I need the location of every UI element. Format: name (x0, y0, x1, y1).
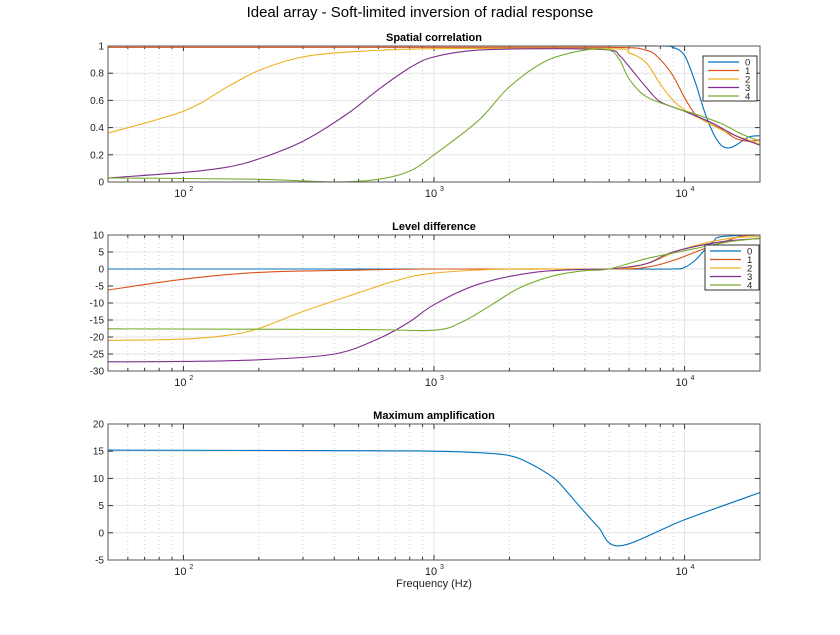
y-tick-label: 10 (93, 474, 105, 485)
series-line-4 (108, 48, 760, 183)
x-tick-label: 10 (675, 566, 687, 578)
x-tick-label: 10 (675, 188, 687, 200)
legend-label: 0 (745, 58, 750, 69)
x-tick-label-exponent: 4 (691, 375, 695, 382)
x-tick-label: 10 (425, 566, 437, 578)
subplot-title: Level difference (392, 221, 476, 233)
y-tick-label: 5 (98, 248, 104, 259)
legend-label: 3 (747, 272, 752, 283)
y-tick-label: 0.6 (90, 96, 104, 107)
y-tick-label: -30 (90, 367, 105, 378)
x-tick-label: 10 (675, 377, 687, 389)
legend-label: 2 (745, 75, 750, 86)
legend-label: 4 (745, 92, 750, 103)
legend-label: 1 (745, 66, 750, 77)
x-tick-label-exponent: 2 (189, 564, 193, 571)
legend-label: 0 (747, 247, 752, 258)
legend-label: 3 (745, 83, 750, 94)
x-tick-label-exponent: 2 (189, 375, 193, 382)
x-tick-label-exponent: 2 (189, 186, 193, 193)
axes-box (107, 234, 761, 372)
y-tick-label: -5 (95, 556, 104, 567)
y-tick-label: -20 (90, 333, 105, 344)
x-tick-label: 10 (174, 566, 186, 578)
y-tick-label: -5 (95, 282, 104, 293)
axes-box (107, 423, 761, 561)
legend-label: 2 (747, 264, 752, 275)
x-tick-label: 10 (174, 188, 186, 200)
y-tick-label: 5 (98, 501, 104, 512)
x-tick-label: 10 (174, 377, 186, 389)
y-tick-label: 0 (98, 265, 104, 276)
x-tick-label: 10 (425, 377, 437, 389)
y-tick-label: 0.4 (90, 123, 104, 134)
x-tick-label-exponent: 4 (691, 564, 695, 571)
series-line-1 (108, 46, 760, 142)
legend-label: 4 (747, 281, 752, 292)
y-tick-label: -25 (90, 350, 105, 361)
y-tick-label: 0 (98, 178, 104, 189)
y-tick-label: 20 (93, 420, 105, 431)
series-line-4 (108, 237, 760, 332)
series-line-3 (108, 237, 760, 363)
axes-box (107, 45, 761, 183)
y-tick-label: 1 (98, 42, 104, 53)
series-line-max-amp (108, 449, 760, 547)
subplot-title: Maximum amplification (373, 410, 495, 422)
x-tick-label-exponent: 3 (440, 186, 444, 193)
subplot-title: Spatial correlation (386, 32, 482, 44)
y-tick-label: 0 (98, 528, 104, 539)
y-tick-label: 10 (93, 231, 105, 242)
x-tick-label: 10 (425, 188, 437, 200)
legend-label: 1 (747, 255, 752, 266)
figure-title: Ideal array - Soft-limited inversion of … (247, 4, 594, 21)
y-tick-label: -15 (90, 316, 105, 327)
y-tick-label: 0.2 (90, 150, 104, 161)
x-axis-label: Frequency (Hz) (396, 578, 472, 590)
y-tick-label: 15 (93, 447, 105, 458)
y-tick-label: 0.8 (90, 69, 104, 80)
y-tick-label: -10 (90, 299, 105, 310)
x-tick-label-exponent: 4 (691, 186, 695, 193)
x-tick-label-exponent: 3 (440, 564, 444, 571)
x-tick-label-exponent: 3 (440, 375, 444, 382)
